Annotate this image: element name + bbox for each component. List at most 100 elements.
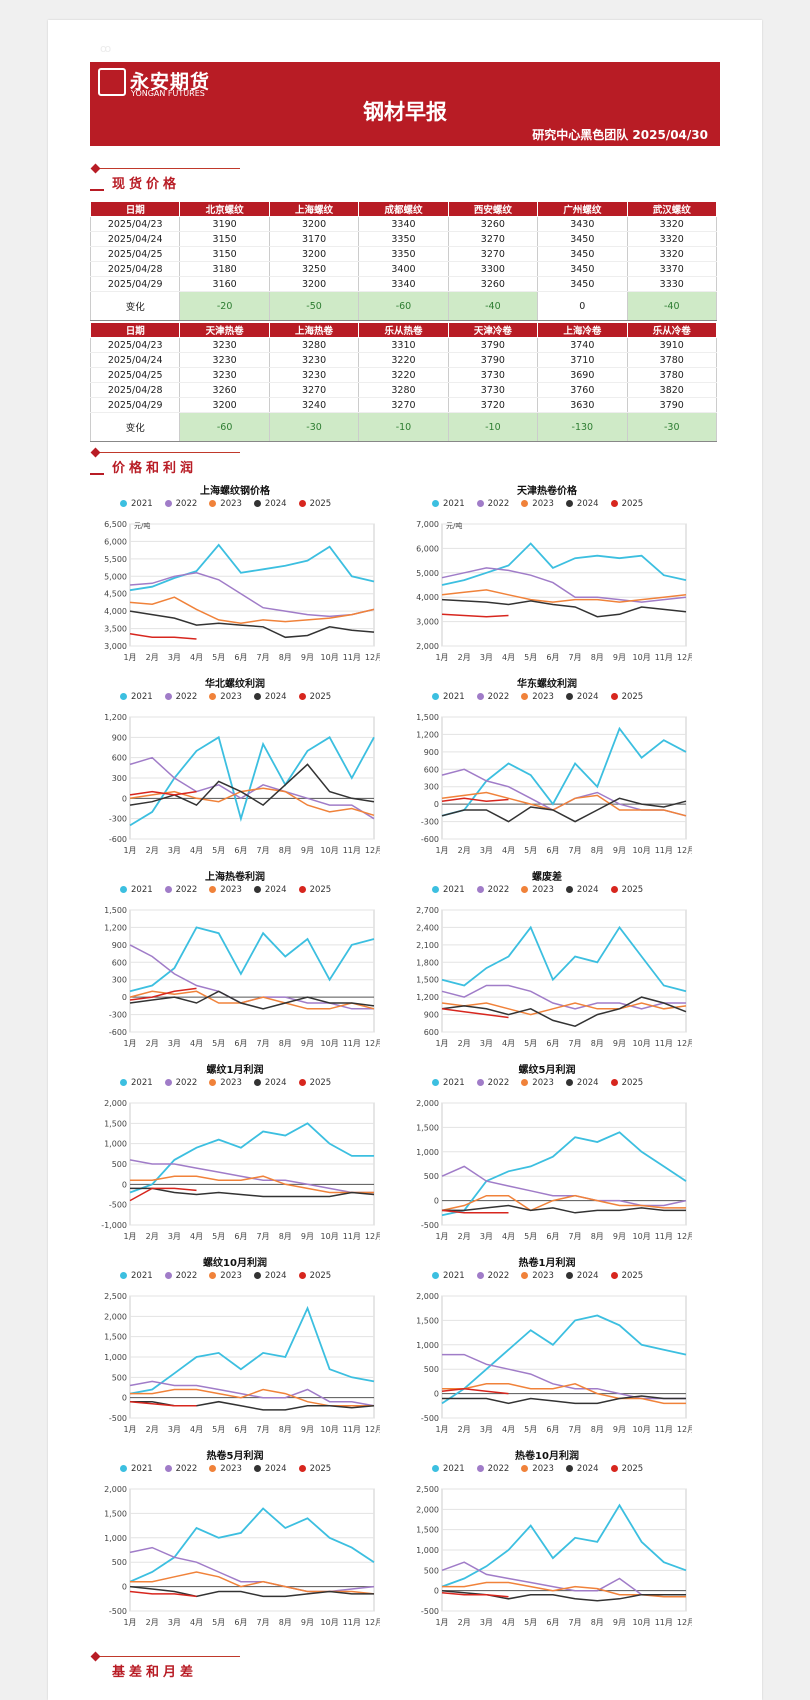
column-header: 上海热卷 [268, 322, 360, 338]
y-tick-label: 3,000 [416, 618, 439, 627]
y-tick-label: 300 [112, 774, 127, 783]
series-line-2021 [129, 1507, 375, 1583]
table-row: 2025/04/24 3150 3170 3350 3270 3450 3320 [89, 231, 718, 247]
legend-item: 2025 [610, 499, 644, 509]
column-header: 天津冷卷 [447, 322, 539, 338]
chart-title: 螺废差 [532, 872, 562, 883]
x-tick-label: 11月 [655, 1618, 673, 1627]
legend-item: 2023 [521, 1464, 554, 1474]
x-tick-label: 5月 [212, 1039, 225, 1048]
legend-label: 2024 [264, 499, 287, 509]
legend-marker [209, 1272, 217, 1279]
table-cell: 3370 [626, 261, 718, 277]
table-cell: 3450 [537, 246, 628, 262]
legend-label: 2021 [131, 1078, 153, 1088]
y-tick-label: 2,000 [416, 642, 439, 651]
table-cell: 3320 [626, 216, 718, 232]
legend-marker [164, 693, 172, 700]
x-tick-label: 8月 [591, 1039, 604, 1048]
logo-english: YONGAN FUTURES [131, 89, 205, 98]
table-cell: 3230 [268, 367, 360, 383]
legend-marker [209, 500, 217, 507]
x-tick-label: 5月 [524, 846, 537, 855]
chart-plot: -600 -300 0 300 600 900 1,200 1,500 1月 2月 3月 4月 5月 6月… [416, 713, 692, 855]
legend-marker [521, 500, 529, 507]
diamond-icon [90, 163, 101, 174]
y-tick-label: 6,500 [104, 520, 127, 529]
line-chart: 螺纹5月利润 2021 2022 2023 2024 2025 -500 0 500 1,000 1… [402, 1061, 692, 1247]
series-line-2022 [129, 1380, 375, 1407]
series-line-2023 [129, 787, 375, 817]
y-tick-label: 500 [112, 1373, 127, 1382]
legend-item: 2024 [565, 1271, 599, 1281]
table-cell: 3430 [537, 216, 628, 232]
legend-item: 2022 [476, 1078, 509, 1088]
y-tick-label: 1,500 [104, 1509, 127, 1518]
series-line-2025 [129, 790, 197, 796]
legend-marker [476, 1272, 484, 1279]
legend-marker [253, 886, 261, 893]
y-tick-label: 2,700 [416, 906, 439, 915]
legend-item: 2021 [120, 499, 153, 509]
series-line-2023 [130, 1175, 374, 1194]
section-spot-heading: 现货价格 [90, 162, 250, 192]
table-cell: 3200 [268, 246, 360, 262]
x-tick-label: 1月 [123, 1618, 136, 1627]
y-tick-label: 300 [112, 976, 127, 985]
line-chart: 华北螺纹利润 2021 2022 2023 2024 2025 -600 -300 0 300 60… [90, 675, 380, 861]
table-cell: 3350 [358, 231, 449, 247]
x-tick-label: 7月 [257, 653, 270, 662]
change-cell: -20 [179, 291, 270, 321]
series-line-2024 [130, 1187, 375, 1198]
x-tick-label: 8月 [591, 653, 604, 662]
y-tick-label: 2,000 [104, 1485, 127, 1494]
legend-item: 2022 [476, 1271, 509, 1281]
x-tick-label: 8月 [279, 653, 292, 662]
column-header: 天津热卷 [179, 322, 270, 338]
change-cell: 变化 [89, 412, 181, 442]
x-tick-label: 12月 [677, 846, 692, 855]
legend-item: 2022 [476, 885, 509, 895]
chart-title: 热卷1月利润 [518, 1258, 576, 1269]
x-tick-label: 1月 [123, 1232, 136, 1241]
table-cell: 3260 [447, 216, 539, 232]
table-cell: 3230 [268, 352, 360, 368]
y-tick-label: 4,500 [104, 590, 127, 599]
x-tick-label: 7月 [569, 1039, 582, 1048]
change-cell: -40 [447, 291, 539, 321]
x-tick-label: 10月 [633, 1618, 651, 1627]
legend-marker [432, 693, 439, 700]
chart-plot: -600 -300 0 300 600 900 1,200 1,500 1月 2月 3月 4月 5月 6月… [104, 906, 380, 1048]
table-cell: 3790 [447, 337, 539, 353]
y-tick-label: 5,500 [104, 555, 127, 564]
change-row: 变化 -20 -50 -60 -40 0 -40 [89, 291, 718, 321]
table-cell: 3780 [626, 367, 718, 383]
chart-plot: 600 900 1,200 1,500 1,800 2,100 2,400 2,700 1月 2月… [416, 906, 692, 1048]
table-cell: 3760 [537, 382, 628, 398]
legend-label: 2025 [621, 499, 644, 509]
x-tick-label: 11月 [343, 1232, 361, 1241]
legend-label: 2023 [220, 692, 242, 702]
series-line-2025 [441, 613, 509, 618]
y-tick-label: -500 [109, 1607, 127, 1616]
x-tick-label: 4月 [502, 653, 515, 662]
y-tick-label: 900 [112, 733, 127, 742]
x-tick-label: 10月 [321, 1039, 339, 1048]
x-tick-label: 8月 [279, 1618, 292, 1627]
legend-marker [253, 1272, 261, 1279]
x-tick-label: 10月 [633, 1425, 651, 1434]
legend-label: 2021 [443, 1078, 465, 1088]
y-tick-label: 2,500 [416, 1485, 439, 1494]
legend-label: 2021 [443, 692, 465, 702]
x-tick-label: 11月 [655, 1425, 673, 1434]
series-line-2025 [129, 633, 197, 640]
series-line-2025 [129, 987, 197, 1001]
series-line-2024 [441, 797, 687, 823]
y-tick-label: 0 [122, 993, 127, 1002]
legend-marker [610, 1465, 618, 1472]
change-cell: 变化 [89, 291, 181, 321]
y-tick-label: 900 [424, 748, 439, 757]
table-cell: 3150 [179, 231, 270, 247]
legend-label: 2023 [532, 1078, 554, 1088]
legend-label: 2025 [621, 1271, 644, 1281]
